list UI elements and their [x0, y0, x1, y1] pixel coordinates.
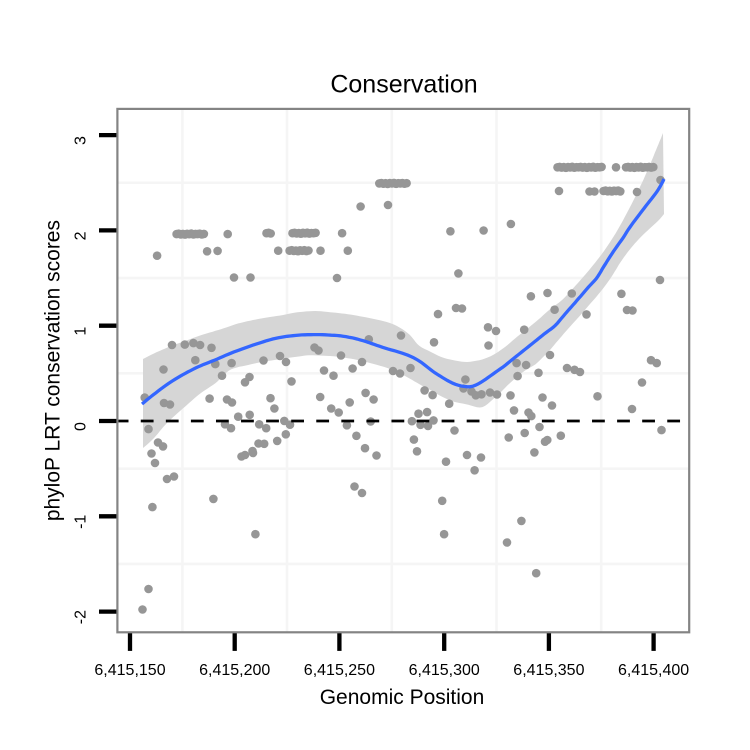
svg-text:Conservation: Conservation [330, 70, 477, 98]
svg-text:6,415,400: 6,415,400 [618, 662, 689, 679]
svg-text:6,415,300: 6,415,300 [409, 662, 480, 679]
svg-text:2: 2 [72, 231, 89, 240]
svg-text:1: 1 [72, 327, 89, 336]
svg-text:6,415,250: 6,415,250 [304, 662, 375, 679]
svg-text:0: 0 [72, 422, 89, 431]
svg-text:-1: -1 [72, 515, 89, 529]
svg-text:6,415,150: 6,415,150 [94, 662, 165, 679]
svg-text:6,415,200: 6,415,200 [199, 662, 270, 679]
svg-text:Genomic Position: Genomic Position [320, 686, 485, 709]
svg-text:3: 3 [72, 136, 89, 145]
svg-text:6,415,350: 6,415,350 [513, 662, 584, 679]
svg-text:phyloP LRT conservation scores: phyloP LRT conservation scores [42, 220, 65, 521]
svg-text:-2: -2 [72, 610, 89, 624]
